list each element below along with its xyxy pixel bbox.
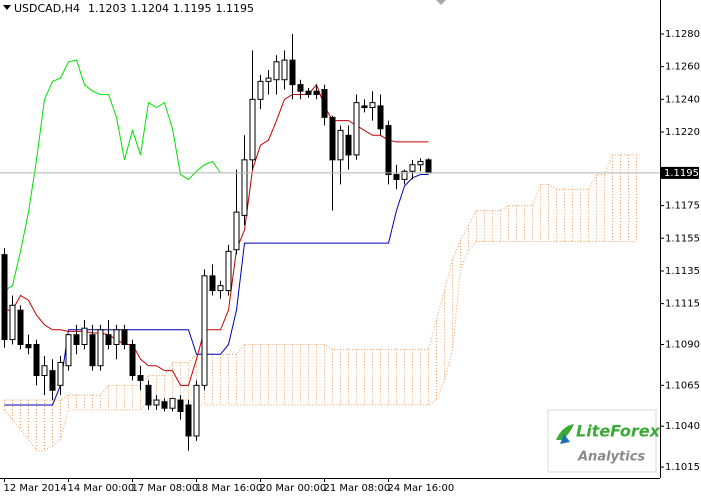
logo: LiteForex Analytics: [547, 409, 661, 473]
candle-body: [33, 343, 40, 377]
shift-marker[interactable]: [436, 0, 446, 5]
candle-body: [257, 80, 264, 100]
candle-body: [129, 343, 136, 377]
candle-body: [153, 399, 160, 406]
candle-body: [233, 211, 240, 251]
x-tick-label: 14 Mar 00:00: [68, 483, 135, 494]
y-tick-label: 1.1240: [665, 94, 700, 105]
low-price: 1.1195: [173, 2, 212, 15]
candle-body: [305, 90, 312, 95]
candle-body: [217, 285, 224, 292]
y-tick-label: 1.1220: [665, 127, 700, 138]
candle-body: [41, 365, 48, 377]
x-tick-label: 24 Mar 16:00: [388, 483, 455, 494]
candle-body: [369, 102, 376, 109]
candle-body: [1, 254, 8, 341]
y-tick-label: 1.1015: [665, 462, 700, 473]
candle-body: [273, 61, 280, 81]
menu-arrow[interactable]: [3, 5, 11, 10]
candle-body: [57, 361, 64, 386]
candle-body: [265, 77, 272, 82]
x-tick-label: 12 Mar 2014: [4, 483, 67, 494]
candle-body: [65, 334, 72, 367]
candle-body: [249, 98, 256, 161]
candle-body: [313, 90, 320, 95]
candle-body: [81, 327, 88, 345]
plot-area: [1, 33, 637, 452]
candle-body: [161, 401, 168, 409]
candle-body: [73, 334, 80, 345]
y-tick-label: 1.1115: [665, 299, 700, 310]
open-price: 1.1203: [88, 2, 127, 15]
candle-body: [361, 105, 368, 109]
y-tick-label: 1.1280: [665, 29, 700, 40]
candle-body: [185, 404, 192, 437]
chikou-line: [4, 59, 221, 291]
candle-body: [169, 397, 176, 409]
x-tick-label: 18 Mar 16:00: [196, 483, 263, 494]
span-a-line: [4, 154, 637, 401]
candle-body: [385, 125, 392, 176]
x-tick-label: 21 Mar 08:00: [324, 483, 391, 494]
chart-header: USDCAD,H4 1.1203 1.1204 1.1195 1.1195: [14, 2, 254, 15]
y-tick-label: 1.1090: [665, 339, 700, 350]
logo-leaf: [556, 424, 574, 440]
candle-body: [193, 384, 200, 437]
candle-body: [89, 334, 96, 367]
y-tick-label: 1.1260: [665, 62, 700, 73]
candle-body: [201, 275, 208, 386]
candle-body: [401, 170, 408, 180]
candle-body: [393, 174, 400, 180]
candle-body: [409, 164, 416, 172]
candle-body: [241, 159, 248, 216]
symbol: USDCAD,H4: [14, 2, 80, 15]
candle-body: [321, 89, 328, 118]
candle-body: [177, 399, 184, 412]
candle-body: [225, 250, 232, 292]
blue-line: [4, 174, 429, 406]
candle-body: [113, 329, 120, 345]
candle-body: [337, 129, 344, 161]
candle-body: [145, 384, 152, 406]
current-price-box: [661, 166, 699, 179]
candle-body: [345, 134, 352, 156]
y-tick-label: 1.1040: [665, 421, 700, 432]
close-price: 1.1195: [215, 2, 254, 15]
y-tick-label: 1.1155: [665, 233, 700, 244]
logo-name: LiteForex: [576, 422, 661, 441]
candle-body: [417, 160, 424, 166]
y-tick-label: 1.1065: [665, 380, 700, 391]
logo-leaf-2: [560, 434, 570, 444]
high-price: 1.1204: [130, 2, 169, 15]
candle-body: [425, 159, 432, 174]
candle-body: [289, 59, 296, 86]
candle-body: [121, 329, 128, 345]
x-tick-label: 20 Mar 00:00: [260, 483, 327, 494]
candle-body: [377, 105, 384, 130]
candle-body: [25, 343, 32, 349]
candle-body: [297, 84, 304, 92]
x-tick-label: 17 Mar 08:00: [132, 483, 199, 494]
y-tick-label: 1.1135: [665, 266, 700, 277]
logo-sub: Analytics: [577, 450, 645, 465]
candle-body: [137, 375, 144, 381]
candle-body: [329, 116, 336, 161]
y-tick-label: 1.1175: [665, 201, 700, 212]
candle-body: [353, 102, 360, 156]
candle-body: [49, 370, 56, 391]
candle-body: [9, 304, 16, 341]
current-price-label: 1.1195: [664, 168, 699, 179]
candle-body: [97, 329, 104, 367]
candle-body: [105, 334, 112, 345]
candle-body: [209, 275, 216, 292]
candle-body: [17, 309, 24, 345]
candle-body: [281, 59, 288, 81]
